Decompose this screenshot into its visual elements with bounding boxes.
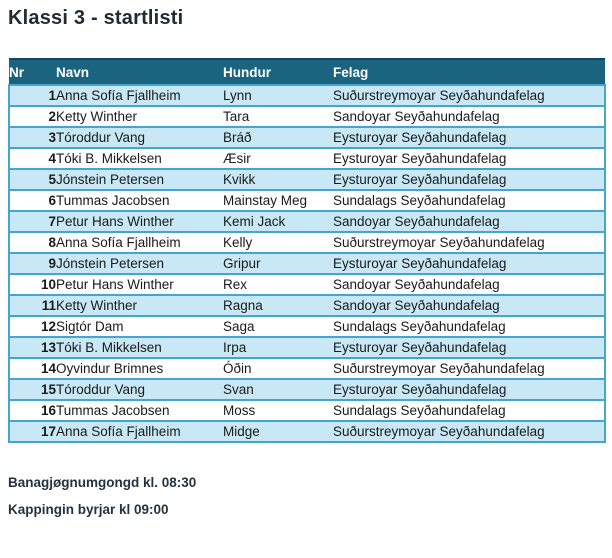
cell-felag: Eysturoyar Seyðahundafelag	[333, 130, 507, 145]
cell-felag: Eysturoyar Seyðahundafelag	[333, 382, 507, 397]
cell-hundur: Mainstay Meg	[223, 193, 308, 208]
cell-hundur: Rex	[223, 277, 248, 292]
cell-navn: Tummas Jacobsen	[56, 193, 170, 208]
cell-felag: Suðurstreymoyar Seyðahundafelag	[333, 88, 545, 103]
cell-felag: Suðurstreymoyar Seyðahundafelag	[333, 361, 545, 376]
page-title: Klassi 3 - startlisti	[8, 7, 184, 29]
table-row: 10 Petur Hans Winther Rex Sandoyar Seyðahun…	[9, 274, 605, 295]
cell-hundur: Saga	[223, 319, 255, 334]
footer-note-start-time: Kappingin byrjar kl 09:00	[8, 502, 169, 517]
table-row: 17 Anna Sofía Fjallheim Midge Suðurstreymoy…	[9, 421, 605, 442]
cell-nr: 1	[48, 88, 56, 103]
column-header-hundur: Hundur	[223, 58, 333, 85]
cell-felag: Sundalags Seyðahundafelag	[333, 403, 506, 418]
cell-nr: 5	[48, 172, 56, 187]
cell-felag: Suðurstreymoyar Seyðahundafelag	[333, 424, 545, 439]
cell-nr: 11	[41, 298, 56, 313]
cell-nr: 12	[40, 319, 56, 334]
cell-navn: Ketty Winther	[56, 298, 138, 313]
cell-hundur: Ragna	[223, 298, 263, 313]
cell-navn: Anna Sofía Fjallheim	[56, 235, 181, 250]
cell-navn: Tóroddur Vang	[56, 382, 146, 397]
cell-hundur: Midge	[223, 424, 260, 439]
cell-felag: Sandoyar Seyðahundafelag	[333, 277, 500, 292]
table-row: 2 Ketty Winther Tara Sandoyar Seyðahundafel…	[9, 106, 605, 127]
cell-nr: 9	[48, 256, 56, 271]
cell-felag: Sundalags Seyðahundafelag	[333, 319, 506, 334]
cell-hundur: Óðin	[223, 361, 252, 376]
cell-hundur: Irpa	[223, 340, 247, 355]
cell-felag: Eysturoyar Seyðahundafelag	[333, 151, 507, 166]
cell-nr: 14	[40, 361, 56, 376]
table-row: 9 Jónstein Petersen Gripur Eysturoyar Seyða…	[9, 253, 605, 274]
cell-nr: 16	[40, 403, 56, 418]
start-list-body: 1 Anna Sofía Fjallheim Lynn Suðurstreymoyar…	[9, 85, 605, 442]
cell-nr: 13	[40, 340, 56, 355]
cell-navn: Jónstein Petersen	[56, 256, 165, 271]
table-row: 11 Ketty Winther Ragna Sandoyar Seyðahundaf…	[9, 295, 605, 316]
cell-nr: 2	[48, 109, 56, 124]
table-row: 7 Petur Hans Winther Kemi Jack Sandoyar Sey…	[9, 211, 605, 232]
table-row: 1 Anna Sofía Fjallheim Lynn Suðurstreymoyar…	[9, 85, 605, 106]
table-row: 8 Anna Sofía Fjallheim Kelly Suðurstreymoya…	[9, 232, 605, 253]
cell-nr: 7	[48, 214, 56, 229]
table-row: 16 Tummas Jacobsen Moss Sundalags Seyðahund…	[9, 400, 605, 421]
column-header-nr: Nr	[9, 58, 56, 85]
table-row: 4 Tóki B. Mikkelsen Æsir Eysturoyar Seyðahu…	[9, 148, 605, 169]
cell-felag: Sandoyar Seyðahundafelag	[333, 298, 500, 313]
cell-nr: 4	[48, 151, 56, 166]
cell-navn: Petur Hans Winther	[56, 277, 174, 292]
cell-hundur: Svan	[223, 382, 254, 397]
cell-hundur: Kemi Jack	[223, 214, 286, 229]
cell-navn: Sigtór Dam	[56, 319, 124, 334]
cell-navn: Tóroddur Vang	[56, 130, 146, 145]
cell-felag: Eysturoyar Seyðahundafelag	[333, 172, 507, 187]
start-list-header: Nr Navn Hundur Felag	[9, 58, 605, 85]
cell-hundur: Bráð	[223, 130, 252, 145]
cell-navn: Tummas Jacobsen	[56, 403, 170, 418]
cell-navn: Ketty Winther	[56, 109, 138, 124]
cell-nr: 10	[40, 277, 56, 292]
table-row: 14 Oyvindur Brimnes Óðin Suðurstreymoyar Se…	[9, 358, 605, 379]
cell-navn: Jónstein Petersen	[56, 172, 165, 187]
table-row: 15 Tóroddur Vang Svan Eysturoyar Seyðahunda…	[9, 379, 605, 400]
cell-nr: 17	[40, 424, 56, 439]
table-row: 3 Tóroddur Vang Bráð Eysturoyar Seyðahundaf…	[9, 127, 605, 148]
table-row: 12 Sigtór Dam Saga Sundalags Seyðahundafela…	[9, 316, 605, 337]
cell-hundur: Tara	[223, 109, 250, 124]
cell-nr: 6	[48, 193, 56, 208]
cell-nr: 15	[40, 382, 56, 397]
header-row: Nr Navn Hundur Felag	[9, 58, 605, 85]
cell-hundur: Gripur	[223, 256, 261, 271]
footer-note-track-walk: Banagjøgnumgongd kl. 08:30	[8, 475, 197, 490]
cell-navn: Tóki B. Mikkelsen	[56, 151, 162, 166]
footer-notes: Banagjøgnumgongd kl. 08:30 Kappingin byr…	[8, 469, 612, 523]
cell-hundur: Kelly	[223, 235, 253, 250]
page: Klassi 3 - startlisti Nr Navn Hundur Fel…	[0, 5, 612, 558]
column-header-navn: Navn	[56, 58, 223, 85]
cell-navn: Anna Sofía Fjallheim	[56, 88, 181, 103]
cell-hundur: Moss	[223, 403, 256, 418]
cell-felag: Sundalags Seyðahundafelag	[333, 193, 506, 208]
cell-navn: Anna Sofía Fjallheim	[56, 424, 181, 439]
cell-hundur: Lynn	[223, 88, 252, 103]
cell-hundur: Æsir	[223, 151, 251, 166]
cell-felag: Sandoyar Seyðahundafelag	[333, 109, 500, 124]
start-list-table: Nr Navn Hundur Felag 1 Anna Sofía Fjallhe…	[8, 58, 606, 443]
cell-navn: Tóki B. Mikkelsen	[56, 340, 162, 355]
cell-felag: Eysturoyar Seyðahundafelag	[333, 256, 507, 271]
cell-felag: Sandoyar Seyðahundafelag	[333, 214, 500, 229]
cell-felag: Eysturoyar Seyðahundafelag	[333, 340, 507, 355]
cell-nr: 3	[48, 130, 56, 145]
cell-navn: Oyvindur Brimnes	[56, 361, 164, 376]
table-row: 13 Tóki B. Mikkelsen Irpa Eysturoyar Seyðah…	[9, 337, 605, 358]
table-row: 5 Jónstein Petersen Kvikk Eysturoyar Seyðah…	[9, 169, 605, 190]
cell-nr: 8	[48, 235, 56, 250]
cell-felag: Suðurstreymoyar Seyðahundafelag	[333, 235, 545, 250]
cell-navn: Petur Hans Winther	[56, 214, 174, 229]
column-header-felag: Felag	[333, 58, 605, 85]
table-row: 6 Tummas Jacobsen Mainstay Meg Sundalags Se…	[9, 190, 605, 211]
cell-hundur: Kvikk	[223, 172, 256, 187]
